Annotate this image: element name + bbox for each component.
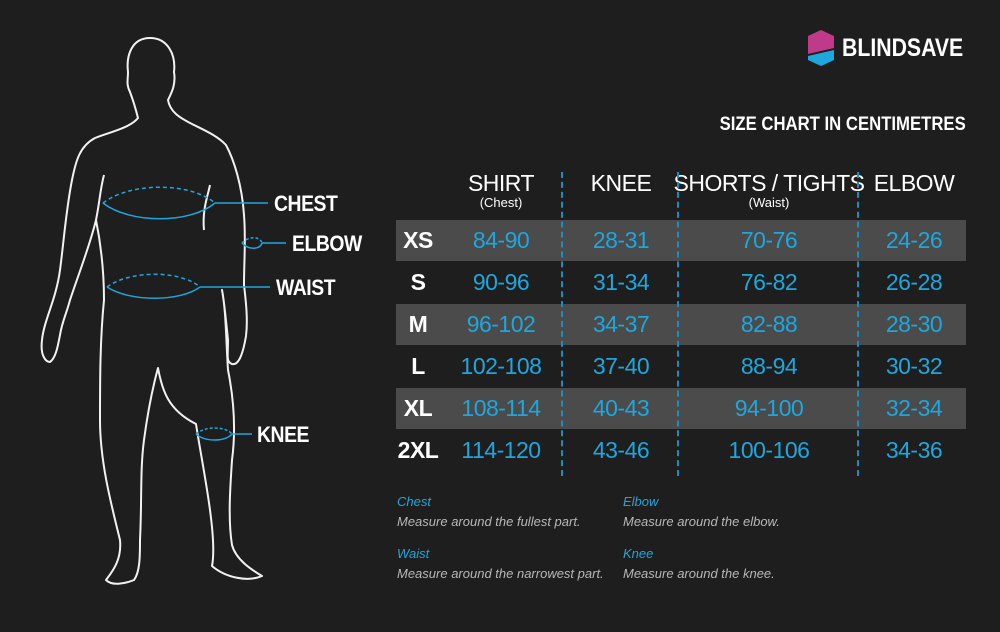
measurement-lines	[102, 186, 286, 441]
elbow-cell: 24-26	[885, 227, 943, 253]
header-shirt: SHIRT (Chest)	[467, 170, 535, 210]
note-title: Knee	[623, 546, 654, 561]
header-label: KNEE	[590, 170, 652, 196]
note-title: Chest	[397, 494, 431, 509]
size-cell: S	[410, 269, 426, 295]
header-sublabel: (Waist)	[748, 195, 790, 210]
knee-cell: 34-37	[592, 311, 650, 337]
elbow-cell: 34-36	[885, 437, 943, 463]
knee-cell: 40-43	[592, 395, 650, 421]
elbow-cell: 26-28	[885, 269, 943, 295]
table-row: S 90-96 31-34 76-82 26-28	[396, 262, 966, 303]
shorts-cell: 94-100	[734, 395, 804, 421]
shorts-cell: 76-82	[740, 269, 798, 295]
shorts-cell: 82-88	[740, 311, 798, 337]
shirt-cell: 108-114	[461, 395, 541, 421]
note-elbow: Elbow Measure around the elbow.	[623, 492, 780, 532]
logo-hexagon-icon	[808, 30, 834, 66]
table-row: L 102-108 37-40 88-94 30-32	[396, 346, 966, 387]
size-cell: 2XL	[397, 437, 439, 463]
header-elbow: ELBOW	[874, 170, 955, 196]
elbow-cell: 28-30	[885, 311, 943, 337]
header-label: SHORTS / TIGHTS	[673, 170, 865, 196]
shirt-cell: 102-108	[460, 353, 542, 379]
header-label: SHIRT	[467, 170, 535, 196]
size-cell: XL	[403, 395, 433, 421]
note-title: Elbow	[623, 494, 659, 509]
note-text: Measure around the knee.	[623, 566, 775, 581]
column-divider	[677, 172, 679, 476]
size-cell: L	[411, 353, 425, 379]
shirt-cell: 90-96	[472, 269, 530, 295]
knee-cell: 37-40	[592, 353, 650, 379]
column-divider	[561, 172, 563, 476]
table-row: 2XL 114-120 43-46 100-106 34-36	[396, 430, 966, 471]
brand-name: BLINDSAVE	[842, 33, 964, 62]
column-divider	[857, 172, 859, 476]
note-text: Measure around the elbow.	[623, 514, 780, 529]
shirt-cell: 84-90	[472, 227, 530, 253]
knee-cell: 43-46	[592, 437, 650, 463]
shirt-cell: 114-120	[461, 437, 541, 463]
elbow-cell: 32-34	[885, 395, 943, 421]
header-knee: KNEE	[591, 170, 652, 196]
shorts-cell: 100-106	[728, 437, 810, 463]
table-row: M 96-102 34-37 82-88 28-30	[396, 304, 966, 345]
table-row: XS 84-90 28-31 70-76 24-26	[396, 220, 966, 261]
note-knee: Knee Measure around the knee.	[623, 544, 775, 584]
note-title: Waist	[397, 546, 430, 561]
note-text: Measure around the narrowest part.	[397, 566, 604, 581]
body-outline	[40, 37, 263, 585]
header-label: ELBOW	[873, 170, 955, 196]
size-cell: XS	[403, 227, 433, 253]
brand-logo: BLINDSAVE	[808, 30, 985, 66]
chest-label: CHEST	[274, 191, 338, 216]
body-figure	[40, 37, 286, 585]
shorts-cell: 88-94	[740, 353, 798, 379]
header-sublabel: (Chest)	[479, 195, 523, 210]
note-chest: Chest Measure around the fullest part.	[397, 492, 581, 532]
chart-title: SIZE CHART IN CENTIMETRES	[719, 114, 966, 135]
knee-label: KNEE	[257, 422, 310, 447]
elbow-label: ELBOW	[292, 231, 362, 256]
note-waist: Waist Measure around the narrowest part.	[397, 544, 604, 584]
knee-cell: 31-34	[592, 269, 650, 295]
shorts-cell: 70-76	[740, 227, 798, 253]
header-shorts: SHORTS / TIGHTS (Waist)	[673, 170, 865, 210]
shirt-cell: 96-102	[466, 311, 536, 337]
elbow-cell: 30-32	[885, 353, 943, 379]
waist-label: WAIST	[276, 275, 336, 300]
size-cell: M	[408, 311, 428, 337]
table-row: XL 108-114 40-43 94-100 32-34	[396, 388, 966, 429]
note-text: Measure around the fullest part.	[397, 514, 581, 529]
knee-cell: 28-31	[592, 227, 650, 253]
